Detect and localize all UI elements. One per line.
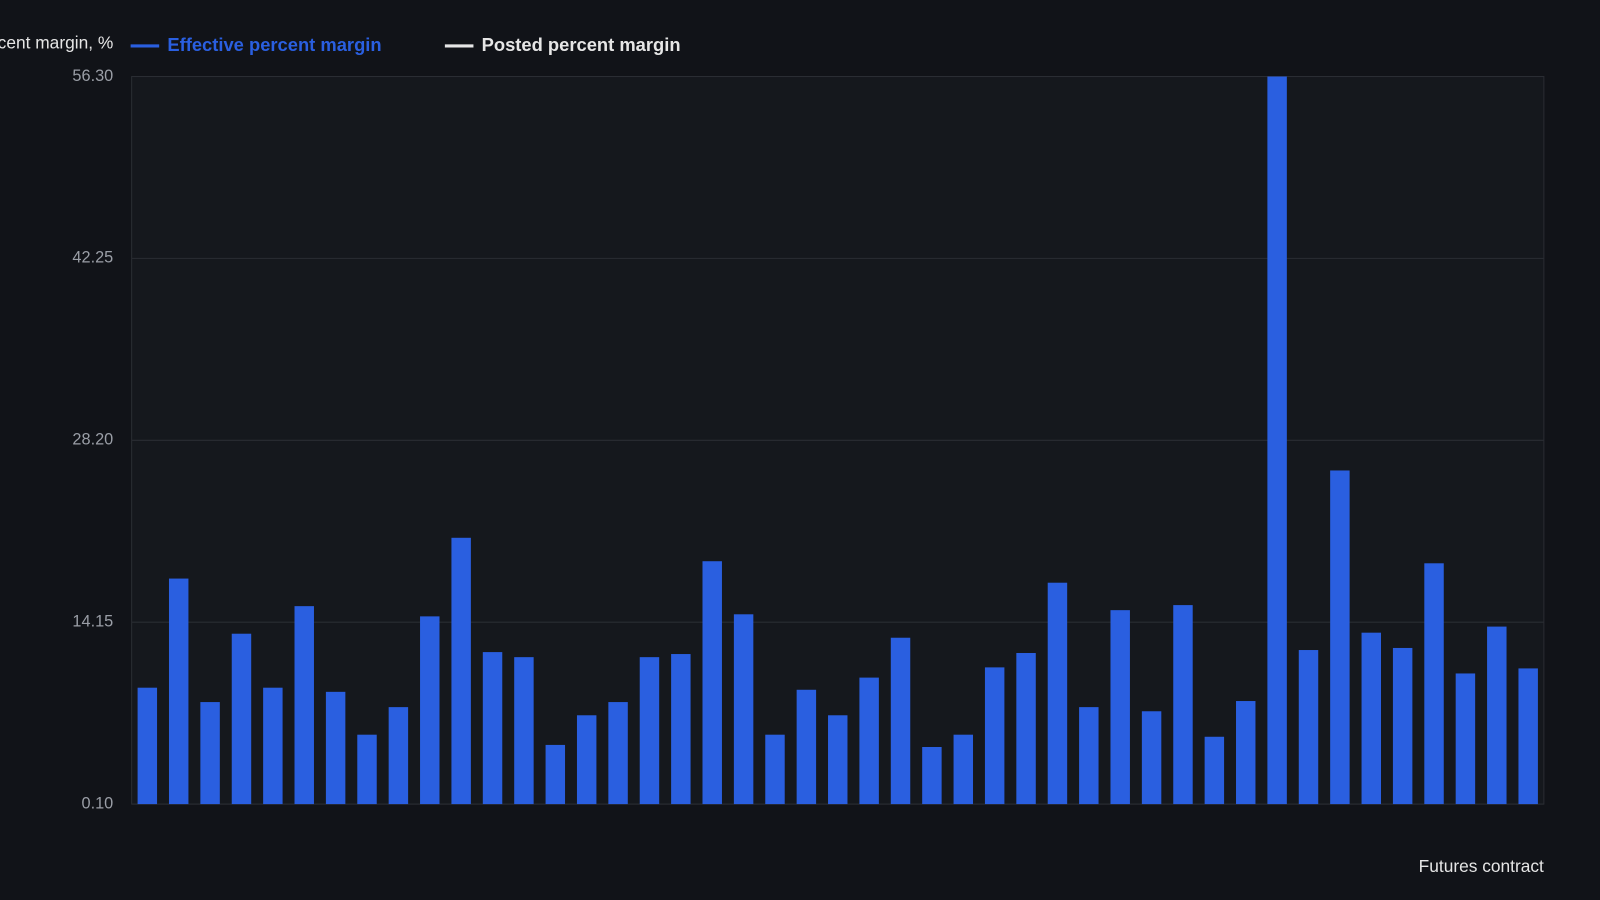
bar	[859, 677, 879, 805]
bar	[1110, 610, 1130, 805]
bar	[1267, 76, 1287, 805]
y-tick-label: 0.10	[82, 794, 114, 812]
bar	[420, 616, 440, 805]
bar	[1173, 605, 1193, 805]
bar	[702, 561, 722, 805]
bar	[263, 687, 283, 805]
bar	[1204, 736, 1225, 805]
y-tick-label: 56.30	[72, 67, 113, 85]
bar	[168, 578, 189, 805]
bar	[953, 734, 974, 805]
bar	[325, 691, 346, 805]
legend-label: Effective percent margin	[167, 34, 381, 55]
bar	[1047, 582, 1068, 805]
bar	[482, 652, 503, 805]
y-tick-label: 14.15	[72, 613, 113, 631]
bar	[200, 702, 220, 805]
y-axis-label: Percent margin, %	[0, 32, 113, 52]
bar	[294, 606, 314, 805]
bar	[1455, 673, 1476, 805]
bar	[1298, 650, 1319, 805]
bar	[890, 637, 911, 805]
bar	[733, 614, 754, 805]
bar	[671, 654, 691, 805]
bar	[1079, 707, 1099, 805]
bar	[1392, 647, 1413, 805]
bar	[922, 746, 942, 805]
bar	[231, 633, 252, 805]
bar	[608, 702, 628, 805]
bar	[1487, 626, 1507, 805]
bar	[984, 667, 1005, 805]
bar	[1016, 653, 1036, 805]
bar	[1518, 668, 1538, 805]
bar	[545, 744, 566, 805]
bar	[451, 537, 471, 805]
y-tick-label: 28.20	[72, 431, 113, 449]
bar	[1361, 632, 1381, 805]
bar	[576, 715, 597, 805]
legend-label: Posted percent margin	[482, 34, 681, 55]
bar	[1141, 711, 1162, 805]
bar	[765, 734, 785, 805]
x-axis-label: Futures contract	[1419, 856, 1544, 876]
bar	[828, 715, 848, 805]
bar	[1236, 701, 1256, 805]
bar	[137, 687, 158, 805]
bar	[357, 734, 377, 805]
bar	[796, 689, 817, 805]
y-tick-label: 42.25	[72, 249, 113, 267]
bar	[1330, 470, 1350, 805]
bar	[388, 707, 409, 805]
bar	[514, 657, 534, 805]
bar	[639, 657, 660, 805]
bar	[1424, 563, 1444, 805]
